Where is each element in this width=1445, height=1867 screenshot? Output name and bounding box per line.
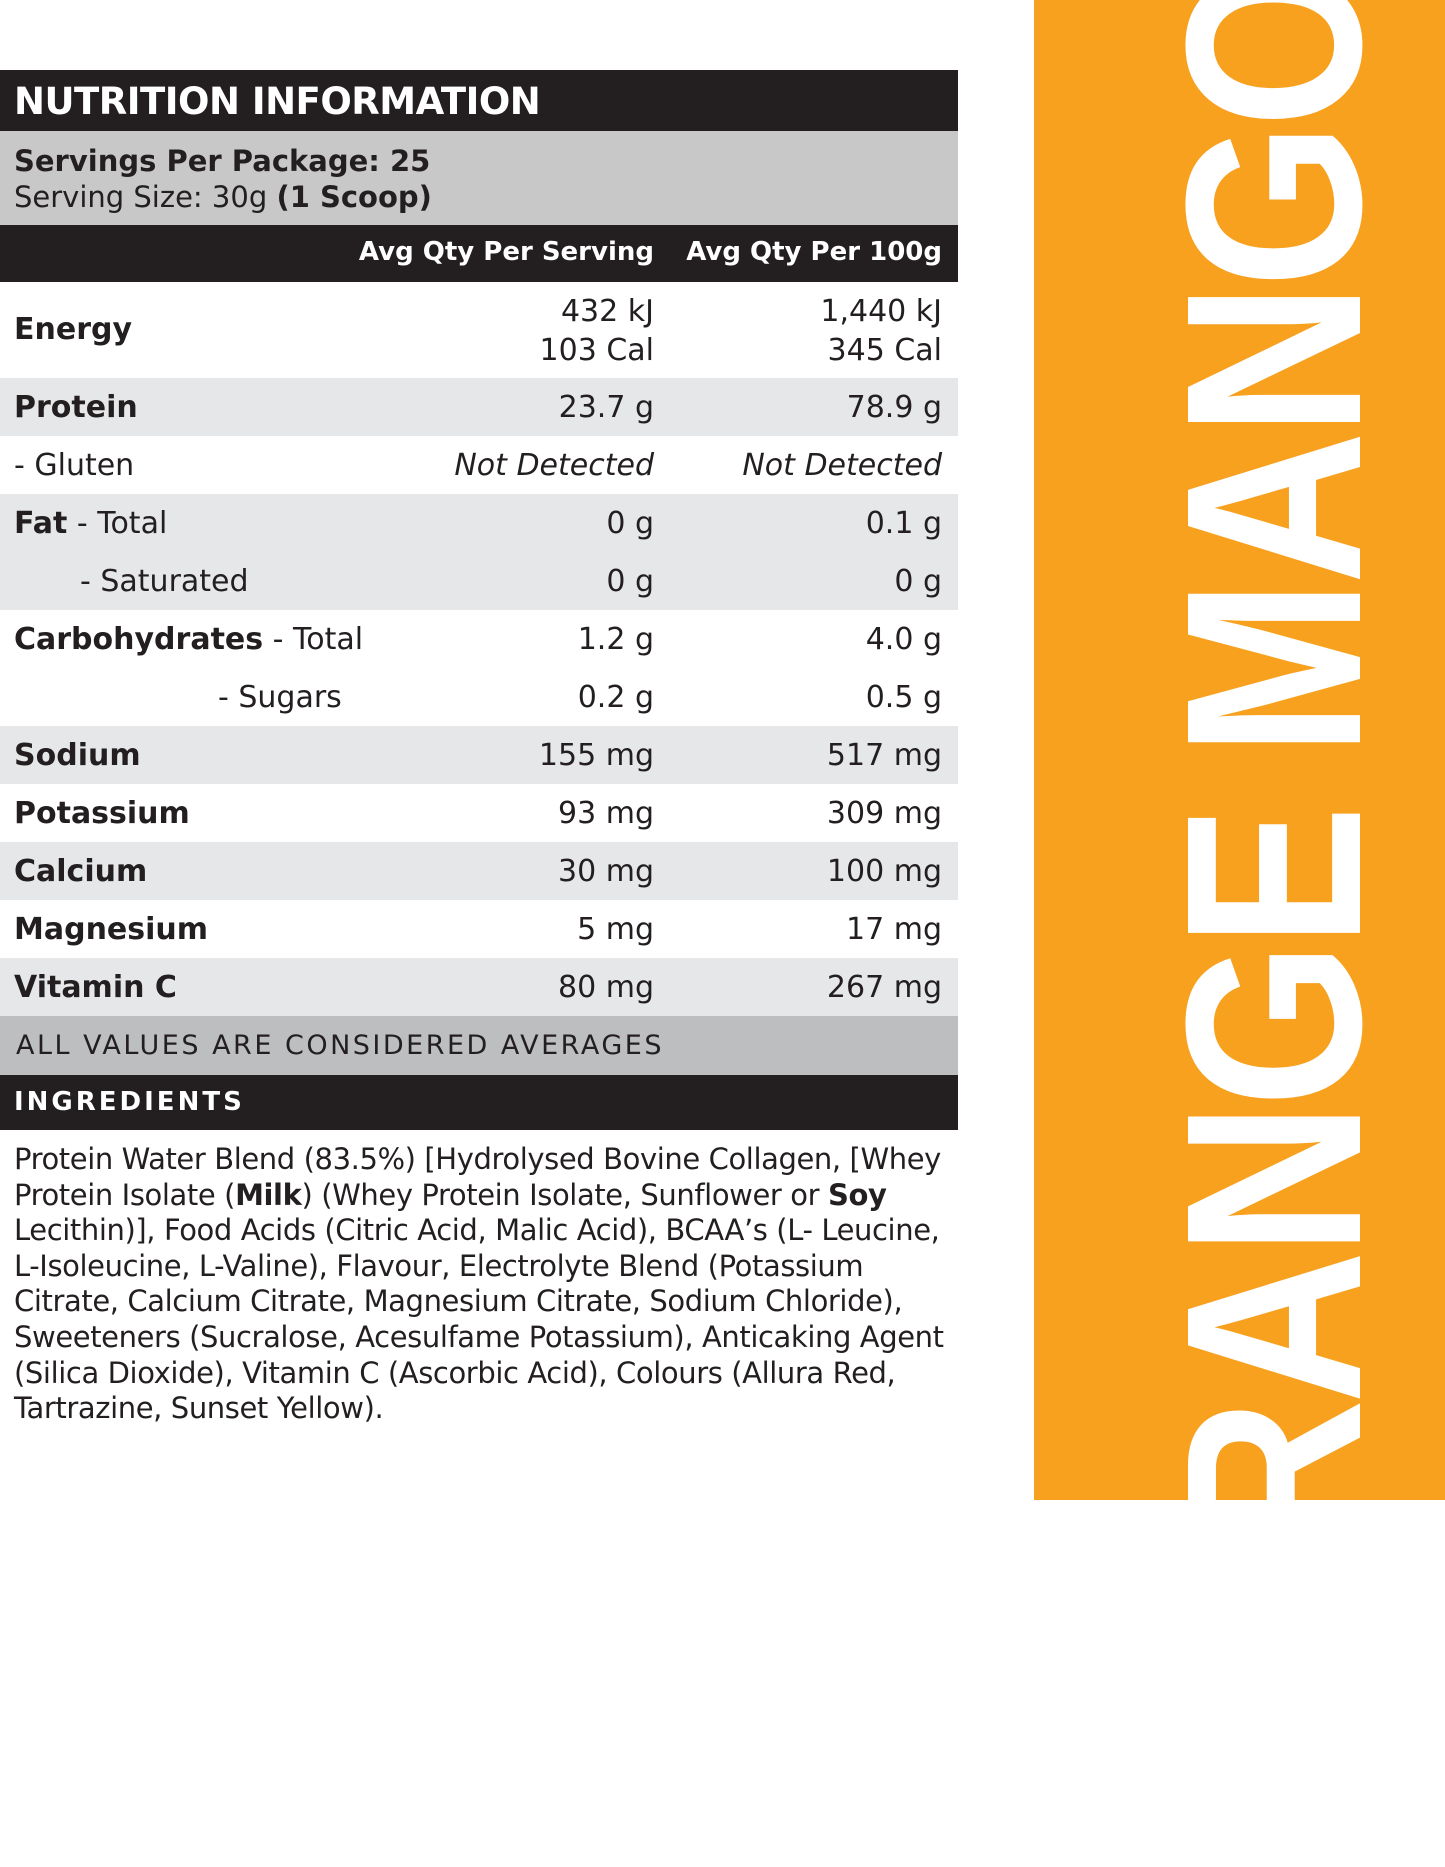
nutrient-name: Vitamin C	[14, 970, 177, 1005]
nutrient-suffix: - Total	[263, 622, 364, 657]
nutrient-label: Calcium	[14, 854, 148, 889]
value-per-100g: 78.9 g	[846, 390, 942, 425]
table-row: Calcium 30 mg 100 mg	[0, 842, 958, 900]
nutrient-label: - Gluten	[14, 448, 135, 483]
value-per-serving: 0 g	[606, 564, 654, 599]
table-row: Carbohydrates - Total 1.2 g 4.0 g	[0, 610, 958, 668]
table-row: Magnesium 5 mg 17 mg	[0, 900, 958, 958]
table-row: - Saturated 0 g 0 g	[0, 552, 958, 610]
ingredients-part: Lecithin)], Food Acids (Citric Acid, Mal…	[14, 1213, 944, 1426]
flavor-name: ORANGE MANGO	[1134, 0, 1413, 1867]
nutrient-label: Energy	[14, 312, 133, 347]
nutrient-name: Calcium	[14, 854, 147, 889]
value-per-serving: 23.7 g	[558, 390, 654, 425]
nutrient-label: Carbohydrates	[14, 622, 264, 657]
value-per-serving: 30 mg	[558, 854, 654, 889]
nutrient-suffix: - Total	[67, 506, 168, 541]
serving-size-scoop: (1 Scoop)	[276, 180, 432, 214]
nutrient-name: Sodium	[14, 738, 141, 773]
value-per-100g: 309 mg	[826, 796, 942, 831]
servings-info: Servings Per Package: 25 Serving Size: 3…	[0, 131, 958, 225]
value-per-100g: 100 mg	[826, 854, 942, 889]
col-per-serving: Avg Qty Per Serving	[358, 237, 654, 267]
nutrient-label: - Saturated	[80, 564, 249, 599]
value-per-100g: 0.5 g	[865, 680, 942, 715]
value-per-serving: Not Detected	[454, 448, 654, 483]
allergen-milk: Milk	[235, 1177, 302, 1212]
nutrient-label: Potassium	[14, 796, 190, 831]
value-per-serving: 0.2 g	[577, 680, 654, 715]
nutrition-panel: NUTRITION INFORMATION Servings Per Packa…	[0, 70, 958, 1439]
value-per-100g: 1,440 kJ 345 Cal	[820, 294, 942, 368]
value-per-100g: 517 mg	[826, 738, 942, 773]
ingredients-title: INGREDIENTS	[0, 1075, 958, 1130]
table-row: Protein 23.7 g 78.9 g	[0, 378, 958, 436]
value-per-serving: 93 mg	[558, 796, 654, 831]
value-per-serving: 1.2 g	[577, 622, 654, 657]
nutrient-name: - Sugars	[218, 680, 342, 715]
table-row: Potassium 93 mg 309 mg	[0, 784, 958, 842]
value-per-100g: 17 mg	[846, 912, 942, 947]
table-row: Fat - Total 0 g 0.1 g	[0, 494, 958, 552]
table-row: - Sugars 0.2 g 0.5 g	[0, 668, 958, 726]
value-per-serving: 5 mg	[577, 912, 654, 947]
nutrient-name: Protein	[14, 390, 138, 425]
table-row: Energy 432 kJ 103 Cal 1,440 kJ 345 Cal	[0, 282, 958, 378]
value-per-serving: 80 mg	[558, 970, 654, 1005]
ingredients-part: ) (Whey Protein Isolate, Sunflower or	[301, 1177, 828, 1212]
table-row: Vitamin C 80 mg 267 mg	[0, 958, 958, 1016]
ingredients-text: Protein Water Blend (83.5%) [Hydrolysed …	[0, 1130, 958, 1439]
nutrient-label: Protein	[14, 390, 138, 425]
nutrient-name: Fat - Total	[14, 506, 167, 541]
nutrient-name: Energy	[14, 312, 132, 347]
ingredients-part: Protein Water Blend (83.5%) [Hydrolysed …	[14, 1142, 941, 1212]
nutrient-name: - Saturated	[80, 564, 249, 599]
servings-per-package: Servings Per Package: 25	[14, 144, 431, 178]
col-per-100g: Avg Qty Per 100g	[686, 237, 942, 267]
table-row: - Gluten Not Detected Not Detected	[0, 436, 958, 494]
allergen-soy: Soy	[827, 1177, 887, 1212]
value-per-serving: 0 g	[606, 506, 654, 541]
value-per-100g: Not Detected	[742, 448, 942, 483]
nutrient-label: Magnesium	[14, 912, 209, 947]
value-per-serving: 432 kJ 103 Cal	[539, 294, 654, 368]
value-per-100g: 0.1 g	[865, 506, 942, 541]
value-per-100g: 0 g	[894, 564, 942, 599]
nutrient-label: Fat	[14, 506, 68, 541]
nutrient-label: Vitamin C	[14, 970, 177, 1005]
nutrient-label: Sodium	[14, 738, 141, 773]
value-per-serving: 155 mg	[538, 738, 654, 773]
nutrient-name: Magnesium	[14, 912, 208, 947]
nutrient-name: Potassium	[14, 796, 190, 831]
nutrient-name: Carbohydrates - Total	[14, 622, 363, 657]
value-per-100g: 4.0 g	[865, 622, 942, 657]
nutrient-name: - Gluten	[14, 448, 134, 483]
column-header: Avg Qty Per Serving Avg Qty Per 100g	[0, 225, 958, 282]
nutrition-title: NUTRITION INFORMATION	[0, 70, 958, 131]
averages-note: ALL VALUES ARE CONSIDERED AVERAGES	[0, 1016, 958, 1075]
flavor-panel: ORANGE MANGO	[1034, 0, 1445, 1713]
value-per-100g: 267 mg	[826, 970, 942, 1005]
flavor-text: ORANGE MANGO	[1134, 0, 1413, 1713]
table-row: Sodium 155 mg 517 mg	[0, 726, 958, 784]
nutrient-label: - Sugars	[218, 680, 342, 715]
serving-size: Serving Size: 30g	[14, 180, 277, 214]
